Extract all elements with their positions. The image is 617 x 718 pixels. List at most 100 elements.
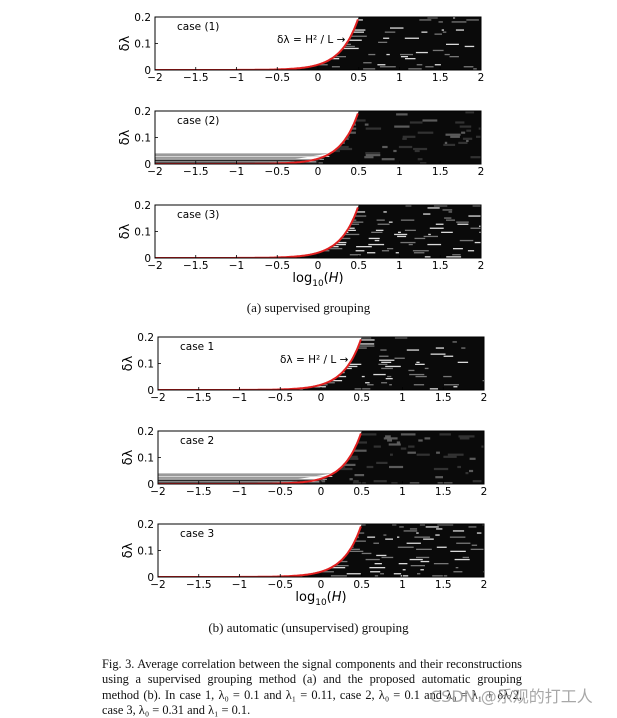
x-tick-label: −1 <box>229 72 244 84</box>
x-tick-label: 0.5 <box>350 260 367 272</box>
y-tick-label: 0 <box>144 159 151 171</box>
x-tick-label: −1.5 <box>186 392 212 404</box>
x-tick-label: −2 <box>147 72 162 84</box>
x-tick-label: 2 <box>478 260 485 272</box>
x-tick-label: −0.5 <box>268 486 294 498</box>
low-correlation-region <box>265 17 481 70</box>
x-tick-label: −1.5 <box>183 166 209 178</box>
x-tick-label: −2 <box>147 260 162 272</box>
x-tick-label: −2 <box>150 392 165 404</box>
x-tick-label: −0.5 <box>268 392 294 404</box>
plot-panel: −2 −1.5 −1 −0.5 0 0.5 1 1.5 2 0 0.1 0.2δλ case (1) δλ… <box>118 12 484 84</box>
x-tick-label: 1 <box>399 392 406 404</box>
low-correlation-region <box>265 111 481 164</box>
y-tick-label: 0 <box>147 385 154 397</box>
y-tick-label: 0 <box>144 65 151 77</box>
y-tick-label: 0.2 <box>134 12 151 24</box>
plot-panel: −2 −1.5 −1 −0.5 0 0.5 1 1.5 2 0 0.1 0.2δλ case (3) lo… <box>118 200 485 289</box>
subcaption-a: (a) supervised grouping <box>246 300 371 315</box>
x-tick-label: 0.5 <box>353 486 370 498</box>
y-tick-label: 0.1 <box>137 546 154 558</box>
y-axis-label: δλ <box>118 35 133 51</box>
x-tick-label: 2 <box>478 166 485 178</box>
x-tick-label: −1 <box>232 486 247 498</box>
x-tick-label: −1.5 <box>186 579 212 591</box>
x-tick-label: 0.5 <box>353 579 370 591</box>
y-axis-label: δλ <box>121 542 136 558</box>
plot-panel: −2 −1.5 −1 −0.5 0 0.5 1 1.5 2 0 0.1 0.2δλ case 1 δλ =… <box>121 332 488 404</box>
x-tick-label: 1.5 <box>435 579 452 591</box>
low-correlation-region <box>268 337 484 390</box>
y-tick-label: 0.1 <box>134 133 151 145</box>
x-tick-label: 0 <box>318 486 325 498</box>
x-tick-label: 0.5 <box>353 392 370 404</box>
x-tick-label: 2 <box>481 392 488 404</box>
curve-annotation: δλ = H² / L → <box>280 354 349 366</box>
x-tick-label: 1.5 <box>435 486 452 498</box>
y-tick-label: 0.1 <box>137 359 154 371</box>
x-tick-label: 2 <box>481 486 488 498</box>
x-tick-label: −1.5 <box>186 486 212 498</box>
x-tick-label: 1.5 <box>432 260 449 272</box>
x-tick-label: 0 <box>315 166 322 178</box>
x-tick-label: −1.5 <box>183 72 209 84</box>
x-tick-label: −2 <box>150 486 165 498</box>
case-label: case 2 <box>180 435 214 447</box>
case-label: case 1 <box>180 341 214 353</box>
y-tick-label: 0.1 <box>134 227 151 239</box>
x-tick-label: 0.5 <box>350 72 367 84</box>
x-tick-label: 0 <box>318 579 325 591</box>
case-label: case (2) <box>177 115 219 127</box>
watermark: CSDN @乐观的打工人 <box>430 687 593 706</box>
x-tick-label: −0.5 <box>265 260 291 272</box>
y-tick-label: 0 <box>144 253 151 265</box>
x-tick-label: 1 <box>396 72 403 84</box>
low-correlation-region <box>265 205 481 258</box>
x-tick-label: 1 <box>399 486 406 498</box>
y-axis-label: δλ <box>118 223 133 239</box>
subcaption-b: (b) automatic (unsupervised) grouping <box>208 620 409 635</box>
x-tick-label: 1 <box>396 166 403 178</box>
plot-panel: −2 −1.5 −1 −0.5 0 0.5 1 1.5 2 0 0.1 0.2δλ case 2 <box>121 426 487 498</box>
y-axis-label: δλ <box>121 355 136 371</box>
y-axis-label: δλ <box>121 449 136 465</box>
x-tick-label: 0 <box>315 260 322 272</box>
x-axis-label: log10(H) <box>292 271 343 289</box>
y-tick-label: 0.2 <box>137 519 154 531</box>
plot-panel: −2 −1.5 −1 −0.5 0 0.5 1 1.5 2 0 0.1 0.2δλ case 3 log1… <box>121 519 488 608</box>
x-tick-label: 1.5 <box>432 72 449 84</box>
plot-panel: −2 −1.5 −1 −0.5 0 0.5 1 1.5 2 0 0.1 0.2δλ case (2) <box>118 106 485 178</box>
x-tick-label: −1 <box>232 579 247 591</box>
x-tick-label: −1 <box>232 392 247 404</box>
x-tick-label: 2 <box>478 72 485 84</box>
x-tick-label: 0 <box>315 72 322 84</box>
x-tick-label: 1 <box>399 579 406 591</box>
x-tick-label: 0.5 <box>350 166 367 178</box>
x-tick-label: 1.5 <box>432 166 449 178</box>
x-tick-label: −1 <box>229 260 244 272</box>
x-tick-label: −0.5 <box>265 72 291 84</box>
y-tick-label: 0.2 <box>137 332 154 344</box>
low-correlation-region <box>268 431 484 484</box>
y-tick-label: 0 <box>147 572 154 584</box>
x-tick-label: 1 <box>396 260 403 272</box>
x-tick-label: −2 <box>147 166 162 178</box>
y-tick-label: 0.2 <box>134 106 151 118</box>
y-tick-label: 0.1 <box>137 453 154 465</box>
y-axis-label: δλ <box>118 129 133 145</box>
y-tick-label: 0 <box>147 479 154 491</box>
x-tick-label: −1 <box>229 166 244 178</box>
y-tick-label: 0.2 <box>134 200 151 212</box>
x-axis-label: log10(H) <box>295 590 346 608</box>
x-tick-label: 1.5 <box>435 392 452 404</box>
case-label: case (1) <box>177 21 219 33</box>
case-label: case (3) <box>177 209 219 221</box>
x-tick-label: 0 <box>318 392 325 404</box>
y-tick-label: 0.1 <box>134 39 151 51</box>
x-tick-label: −0.5 <box>268 579 294 591</box>
y-tick-label: 0.2 <box>137 426 154 438</box>
case-label: case 3 <box>180 528 214 540</box>
x-tick-label: 2 <box>481 579 488 591</box>
figure-caption: Fig. 3. Average correlation between the … <box>102 657 522 717</box>
